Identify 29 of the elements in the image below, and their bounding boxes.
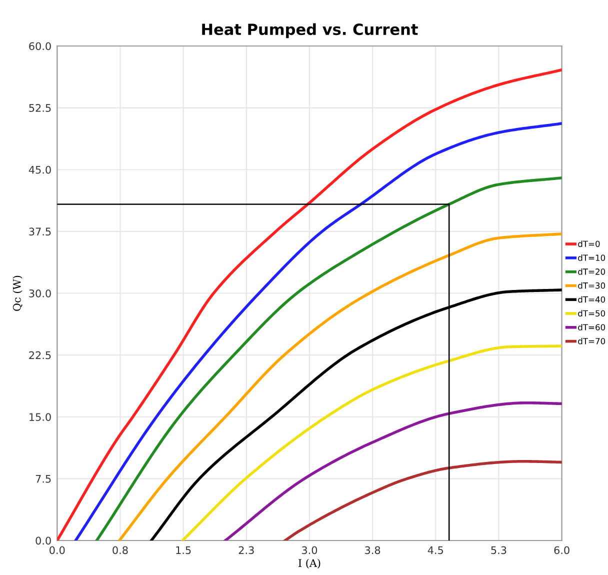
legend-label: dT=60 [578, 324, 606, 330]
x-tick-label: 0.0 [50, 546, 65, 554]
x-tick-label: 4.5 [428, 546, 444, 554]
y-tick-label: 30.0 [29, 289, 51, 298]
y-tick-label: 7.5 [36, 475, 51, 483]
legend-label: dT=50 [578, 310, 606, 317]
x-tick-label: 1.5 [176, 546, 191, 554]
y-tick-label: 52.5 [29, 104, 51, 112]
legend-label: dT=10 [578, 254, 606, 261]
chart-title: Heat Pumped vs. Current [202, 23, 418, 38]
x-tick-label: 3.8 [365, 546, 380, 554]
legend-label: dT=20 [578, 268, 606, 275]
x-tick-label: 0.8 [112, 546, 128, 554]
y-tick-label: 0.0 [36, 536, 51, 545]
y-tick-label: 37.5 [29, 228, 51, 236]
x-tick-label: 2.3 [238, 546, 254, 554]
legend-label: dT=0 [578, 240, 600, 248]
legend-label: dT=30 [578, 282, 606, 289]
y-tick-label: 60.0 [29, 42, 51, 50]
y-axis-title: Qc (W) [12, 276, 22, 311]
legend-label: dT=40 [578, 296, 606, 303]
y-tick-label: 22.5 [29, 351, 51, 360]
legend-label: dT=70 [578, 338, 606, 344]
y-tick-label: 15.0 [30, 413, 51, 421]
x-tick-label: 3.0 [302, 546, 318, 554]
x-tick-label: 6.0 [554, 546, 570, 554]
y-tick-label: 45.0 [28, 166, 51, 174]
x-tick-label: 5.3 [491, 546, 506, 554]
x-axis-title: I (A) [298, 558, 320, 568]
